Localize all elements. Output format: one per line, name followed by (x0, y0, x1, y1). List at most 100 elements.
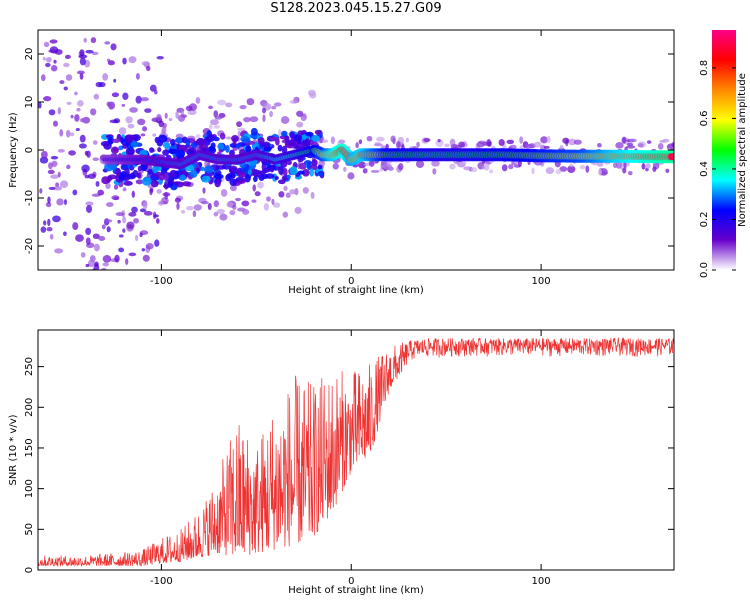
noise-blob (450, 143, 459, 150)
band-blob (185, 139, 191, 147)
noise-blob (185, 105, 193, 112)
noise-blob (142, 201, 148, 210)
band-blob (229, 178, 237, 186)
noise-blob (164, 191, 169, 200)
noise-blob (641, 163, 646, 170)
noise-blob (262, 107, 267, 114)
noise-blob (39, 188, 43, 194)
noise-blob (251, 199, 257, 203)
colorbar-tick-label: 0.2 (699, 212, 710, 228)
noise-blob (543, 145, 550, 149)
band-blob (168, 148, 178, 154)
noise-blob (56, 198, 64, 206)
band-blob (107, 136, 114, 145)
noise-blob (90, 108, 97, 116)
noise-blob (671, 142, 674, 147)
noise-blob (498, 138, 505, 146)
noise-blob (92, 140, 98, 145)
noise-blob (135, 95, 142, 104)
noise-blob (555, 169, 562, 175)
noise-blob (219, 213, 228, 221)
noise-blob (115, 212, 125, 217)
noise-blob (272, 202, 281, 208)
noise-blob (598, 169, 602, 176)
noise-blob (47, 196, 51, 204)
noise-blob (80, 252, 86, 258)
noise-blob (252, 184, 256, 192)
noise-blob (149, 84, 157, 92)
noise-blob (444, 143, 450, 148)
noise-blob (623, 161, 627, 169)
noise-blob (93, 243, 100, 252)
noise-blob (38, 271, 41, 275)
band-blob (141, 176, 152, 186)
noise-blob (45, 62, 51, 68)
noise-blob (63, 199, 68, 205)
noise-blob (243, 117, 251, 123)
top-y-tick-label: 20 (24, 48, 35, 61)
noise-blob (289, 189, 297, 195)
noise-blob (216, 208, 225, 215)
noise-blob (501, 164, 508, 172)
noise-blob (168, 118, 173, 122)
noise-blob (131, 206, 138, 213)
noise-blob (40, 150, 48, 159)
noise-blob (423, 138, 431, 143)
figure-title: S128.2023.045.15.27.G09 (270, 1, 442, 16)
noise-blob (125, 258, 129, 265)
noise-blob (175, 111, 179, 119)
band-blob (210, 142, 216, 149)
band-blob (169, 138, 176, 146)
bottom-y-tick-label: 250 (24, 357, 35, 376)
noise-blob (210, 119, 219, 126)
colorbar-tick-label: 0.0 (699, 262, 710, 278)
noise-blob (626, 142, 634, 146)
noise-blob (573, 139, 582, 145)
noise-blob (207, 202, 212, 211)
band-blob (311, 135, 320, 143)
noise-blob (105, 182, 111, 190)
noise-blob (153, 214, 159, 218)
noise-blob (51, 160, 58, 167)
noise-blob (92, 233, 100, 240)
band-blob (217, 142, 225, 150)
noise-blob (395, 140, 401, 149)
noise-blob (597, 142, 602, 148)
noise-blob (294, 206, 302, 214)
top-y-tick-label: -20 (24, 238, 35, 254)
noise-blob (568, 138, 577, 146)
noise-blob (82, 116, 91, 124)
noise-blob (470, 167, 478, 173)
noise-blob (285, 192, 291, 198)
noise-blob (282, 211, 289, 218)
noise-blob (405, 137, 409, 143)
noise-blob (195, 97, 201, 104)
noise-blob (48, 49, 57, 53)
noise-blob (76, 70, 85, 75)
band-blob (203, 165, 214, 174)
noise-blob (229, 184, 237, 192)
noise-blob (546, 135, 551, 143)
band-blob (228, 165, 238, 175)
noise-blob (135, 234, 139, 242)
noise-blob (246, 98, 255, 106)
noise-blob (629, 138, 637, 143)
noise-blob (45, 202, 52, 208)
noise-blob (486, 138, 492, 147)
band-blob (278, 179, 286, 185)
snr-series-line (38, 336, 674, 567)
noise-blob (376, 136, 385, 142)
noise-blob (369, 159, 375, 167)
band-blob (317, 171, 324, 177)
noise-blob (585, 165, 590, 173)
noise-blob (114, 254, 120, 263)
band-blob (309, 168, 315, 177)
noise-blob (50, 155, 59, 160)
noise-blob (229, 210, 236, 216)
noise-blob (90, 37, 97, 44)
noise-blob (43, 96, 52, 102)
noise-blob (55, 182, 60, 188)
band-blob (137, 165, 143, 172)
noise-blob (129, 107, 138, 113)
